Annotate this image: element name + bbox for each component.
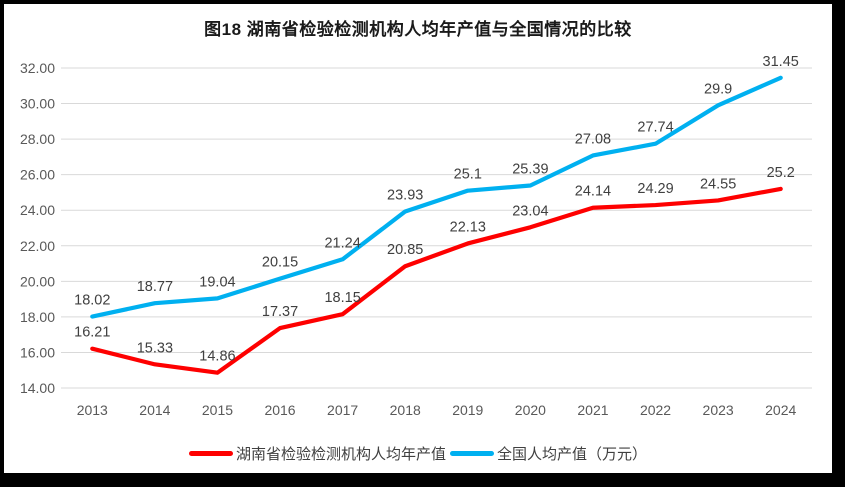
data-label: 27.74 [637, 120, 673, 136]
data-label: 22.13 [450, 219, 486, 235]
data-label: 20.15 [262, 255, 298, 271]
chart-title: 图18 湖南省检验检测机构人均年产值与全国情况的比较 [204, 20, 632, 39]
legend-item-hunan: 湖南省检验检测机构人均年产值 [188, 443, 446, 464]
y-axis-label: 22.00 [20, 238, 55, 254]
x-axis-label: 2022 [640, 402, 671, 418]
y-axis-label: 24.00 [20, 202, 55, 218]
x-axis-label: 2014 [139, 402, 170, 418]
data-label: 24.55 [700, 176, 736, 192]
y-axis-label: 32.00 [20, 60, 55, 76]
data-label: 16.21 [74, 325, 110, 341]
data-label: 25.1 [454, 167, 482, 183]
data-label: 21.24 [324, 235, 360, 251]
data-label: 25.2 [767, 165, 795, 181]
x-axis-label: 2018 [390, 402, 421, 418]
y-axis-label: 18.00 [20, 309, 55, 325]
line-chart: 32.00 30.00 28.00 26.00 24.00 22.00 20.00 18.00… [20, 54, 812, 418]
x-axis-label: 2023 [703, 402, 734, 418]
data-label: 18.15 [324, 290, 360, 306]
data-label: 31.45 [763, 54, 799, 70]
x-axis-label: 2015 [202, 402, 233, 418]
legend-swatch-blue-line [450, 451, 494, 456]
data-label: 19.04 [199, 274, 235, 290]
x-axis-label: 2016 [264, 402, 295, 418]
y-axis-label: 26.00 [20, 167, 55, 183]
x-axis-label: 2017 [327, 402, 358, 418]
chart-legend: 湖南省检验检测机构人均年产值 全国人均产值（万元） [4, 443, 832, 464]
data-label: 23.04 [512, 203, 548, 219]
series-line-0 [90, 186, 783, 375]
legend-label-hunan: 湖南省检验检测机构人均年产值 [235, 446, 446, 463]
x-axis-label: 2021 [577, 402, 608, 418]
data-label: 14.86 [199, 349, 235, 365]
y-axis-label: 20.00 [20, 273, 55, 289]
data-label: 24.14 [575, 184, 611, 200]
data-label: 18.77 [137, 279, 173, 295]
x-axis-label: 2024 [765, 402, 796, 418]
y-axis-label: 16.00 [20, 344, 55, 360]
y-axis-label: 30.00 [20, 96, 55, 112]
data-label: 17.37 [262, 304, 298, 320]
chart-panel: 图18 湖南省检验检测机构人均年产值与全国情况的比较 32.00 30.00 28.… [4, 4, 832, 473]
data-label: 25.39 [512, 162, 548, 178]
data-label: 20.85 [387, 242, 423, 258]
data-label: 24.29 [637, 181, 673, 197]
y-axis-label: 14.00 [20, 380, 55, 396]
legend-item-national: 全国人均产值（万元） [450, 443, 647, 464]
legend-swatch-red-line [188, 451, 233, 456]
data-label: 29.9 [704, 81, 732, 97]
series-line-1 [90, 75, 783, 319]
x-axis-label: 2013 [77, 402, 108, 418]
x-axis-label: 2019 [452, 402, 483, 418]
x-axis-label: 2020 [515, 402, 546, 418]
data-label: 23.93 [387, 187, 423, 203]
data-label: 15.33 [137, 340, 173, 356]
legend-label-national: 全国人均产值（万元） [497, 446, 648, 463]
data-label: 18.02 [74, 293, 110, 309]
y-axis-label: 28.00 [20, 131, 55, 147]
data-label: 27.08 [575, 131, 611, 147]
